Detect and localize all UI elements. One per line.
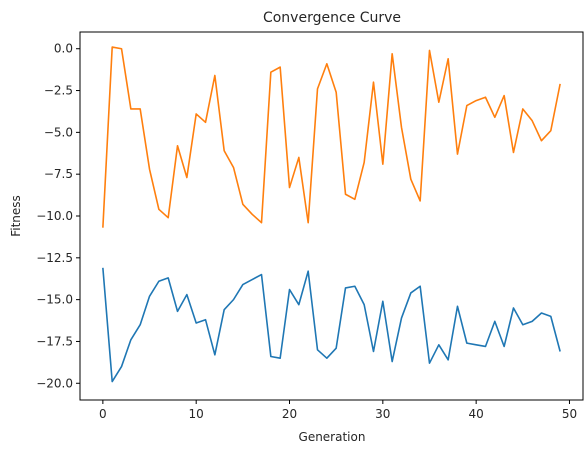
axes: 0 10 20 30 40 50 0.0 −2.5 −5.0 −7.5 −10.0 −12.5 −15…	[36, 42, 577, 421]
plot-frame	[79, 31, 584, 401]
y-axis-label: Fitness	[9, 195, 23, 237]
y-tick-label: −10.0	[36, 209, 73, 223]
y-tick-label: −12.5	[36, 251, 73, 265]
y-tick-label: −7.5	[44, 167, 73, 181]
x-tick-label: 30	[375, 407, 390, 421]
y-tick-label: 0.0	[54, 42, 73, 56]
series-line-2	[102, 46, 561, 228]
x-tick-label: 10	[189, 407, 204, 421]
y-tick-label: −15.0	[36, 293, 73, 307]
y-axis: 0.0 −2.5 −5.0 −7.5 −10.0 −12.5 −15.0 −17.5 −20.0	[36, 42, 80, 390]
y-tick-label: −17.5	[36, 334, 73, 348]
series-line-1	[102, 267, 561, 383]
x-tick-label: 40	[469, 407, 484, 421]
chart-title: Convergence Curve	[263, 10, 401, 26]
y-tick-label: −5.0	[44, 125, 73, 139]
x-tick-label: 20	[282, 407, 297, 421]
plot-area	[102, 46, 561, 383]
x-axis-label: Generation	[299, 430, 366, 444]
y-tick-label: −2.5	[44, 84, 73, 98]
x-tick-label: 50	[562, 407, 577, 421]
x-tick-label: 0	[99, 407, 107, 421]
y-tick-label: −20.0	[36, 376, 73, 390]
x-axis: 0 10 20 30 40 50	[99, 400, 577, 421]
